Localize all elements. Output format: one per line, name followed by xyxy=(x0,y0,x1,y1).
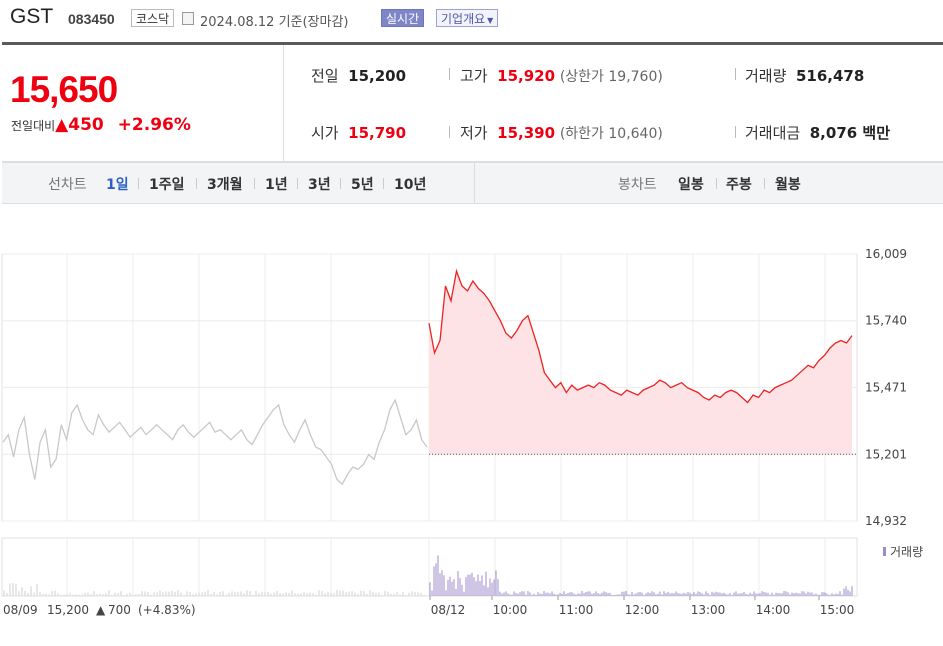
volume-legend-swatch xyxy=(883,547,886,556)
up-arrow-icon: ▲ xyxy=(55,115,69,135)
tab-separator xyxy=(764,178,765,189)
volume-legend-label: 거래량 xyxy=(890,545,923,559)
prev-value: 15,200 xyxy=(348,67,407,85)
tab-separator xyxy=(196,178,197,189)
base-date: 2024.08.12 기준(장마감) xyxy=(200,15,349,30)
prev-change-label: 700 xyxy=(108,603,131,617)
cell-separator xyxy=(735,126,736,138)
today-price-line xyxy=(428,268,853,404)
price-change: 전일대비▲450 +2.96% xyxy=(11,115,191,135)
cell-separator xyxy=(735,68,736,80)
x-tick-label: 14:00 xyxy=(756,603,791,617)
open-value: 15,790 xyxy=(348,124,407,142)
x-tick-label: 10:00 xyxy=(493,603,528,617)
high-value: 15,920 xyxy=(497,67,556,85)
tab-weekly-candle[interactable]: 주봉 xyxy=(726,177,752,193)
x-tick-label: 11:00 xyxy=(559,603,594,617)
x-tick-label: 15:00 xyxy=(820,603,855,617)
diff-value: 450 xyxy=(68,115,104,135)
prev-rate-label: (+4.83%) xyxy=(138,603,196,617)
tab-group-divider xyxy=(474,163,475,203)
tab-separator xyxy=(138,178,139,189)
volume-cell: 거래량 516,478 xyxy=(745,65,864,86)
x-tick-label: 08/12 xyxy=(431,603,466,617)
low-value: 15,390 xyxy=(497,124,556,142)
company-overview-label: 기업개요 xyxy=(441,12,486,26)
y-tick-label: 16,009 xyxy=(865,247,907,261)
y-tick-label: 15,201 xyxy=(865,447,907,461)
tab-5year[interactable]: 5년 xyxy=(351,177,374,193)
candle-chart-label: 봉차트 xyxy=(618,177,657,193)
lower-limit: (하한가 10,640) xyxy=(559,126,663,142)
cell-separator xyxy=(449,68,450,80)
prev-close-label: 15,200 xyxy=(47,603,89,617)
tab-10year[interactable]: 10년 xyxy=(394,177,427,193)
prev-date-label: 08/09 xyxy=(3,603,38,617)
realtime-button[interactable]: 실시간 xyxy=(381,9,425,27)
line-chart-label: 선차트 xyxy=(48,177,87,193)
current-price: 15,650 xyxy=(10,69,118,110)
stock-code: 083450 xyxy=(68,11,115,27)
low-label: 저가 xyxy=(460,124,488,142)
tab-1day[interactable]: 1일 xyxy=(106,177,129,193)
tab-separator xyxy=(340,178,341,189)
today-area xyxy=(429,271,852,455)
amount-value: 8,076 백만 xyxy=(809,124,891,142)
x-tick-label: 12:00 xyxy=(625,603,660,617)
amount-cell: 거래대금 8,076 백만 xyxy=(745,122,890,143)
header-divider xyxy=(2,42,943,45)
tab-separator xyxy=(297,178,298,189)
low-cell: 저가 15,390 (하한가 10,640) xyxy=(460,122,663,143)
open-label: 시가 xyxy=(311,124,339,142)
cell-separator xyxy=(449,126,450,138)
high-label: 고가 xyxy=(460,67,488,85)
chart-tab-bar: 선차트 1일 1주일 3개월 1년 3년 5년 10년 봉차트 일봉 주봉 월봉 xyxy=(2,162,943,204)
open-cell: 시가 15,790 xyxy=(311,122,406,143)
tab-separator xyxy=(383,178,384,189)
tab-1year[interactable]: 1년 xyxy=(265,177,288,193)
amount-label: 거래대금 xyxy=(745,124,801,142)
current-price-box: 15,650 전일대비▲450 +2.96% xyxy=(2,45,284,161)
quote-cells: 전일 15,200 시가 15,790 고가 15,920 (상한가 19,76… xyxy=(284,45,943,161)
diff-label: 전일대비 xyxy=(11,119,56,133)
calendar-icon xyxy=(182,12,194,25)
prev-label: 전일 xyxy=(311,67,339,85)
tab-separator xyxy=(254,178,255,189)
tab-monthly-candle[interactable]: 월봉 xyxy=(775,177,801,193)
x-tick-label: 13:00 xyxy=(691,603,726,617)
volume-label: 거래량 xyxy=(745,67,787,85)
market-badge: 코스닥 xyxy=(131,9,175,27)
y-tick-label: 14,932 xyxy=(865,514,907,528)
prev-close-cell: 전일 15,200 xyxy=(311,65,406,86)
volume-value: 516,478 xyxy=(795,67,865,85)
y-tick-label: 15,471 xyxy=(865,380,907,394)
prev-day-line xyxy=(2,398,428,486)
diff-rate: +2.96% xyxy=(117,115,191,135)
stock-header: GST 083450 코스닥 2024.08.12 기준(장마감) 실시간 기업… xyxy=(0,0,943,42)
upper-limit: (상한가 19,760) xyxy=(559,69,663,85)
company-overview-dropdown[interactable]: 기업개요 ▼ xyxy=(436,9,499,27)
tab-daily-candle[interactable]: 일봉 xyxy=(678,177,704,193)
price-summary: 15,650 전일대비▲450 +2.96% 전일 15,200 시가 15,7… xyxy=(2,45,943,162)
tab-1week[interactable]: 1주일 xyxy=(149,177,185,193)
tab-3year[interactable]: 3년 xyxy=(308,177,331,193)
high-cell: 고가 15,920 (상한가 19,760) xyxy=(460,65,663,86)
tab-3month[interactable]: 3개월 xyxy=(207,177,243,193)
y-tick-label: 15,740 xyxy=(865,314,907,328)
stock-name: GST xyxy=(10,5,54,28)
up-arrow-icon: ▲ xyxy=(96,603,106,617)
chevron-down-icon: ▼ xyxy=(487,16,494,25)
tab-separator xyxy=(716,178,717,189)
